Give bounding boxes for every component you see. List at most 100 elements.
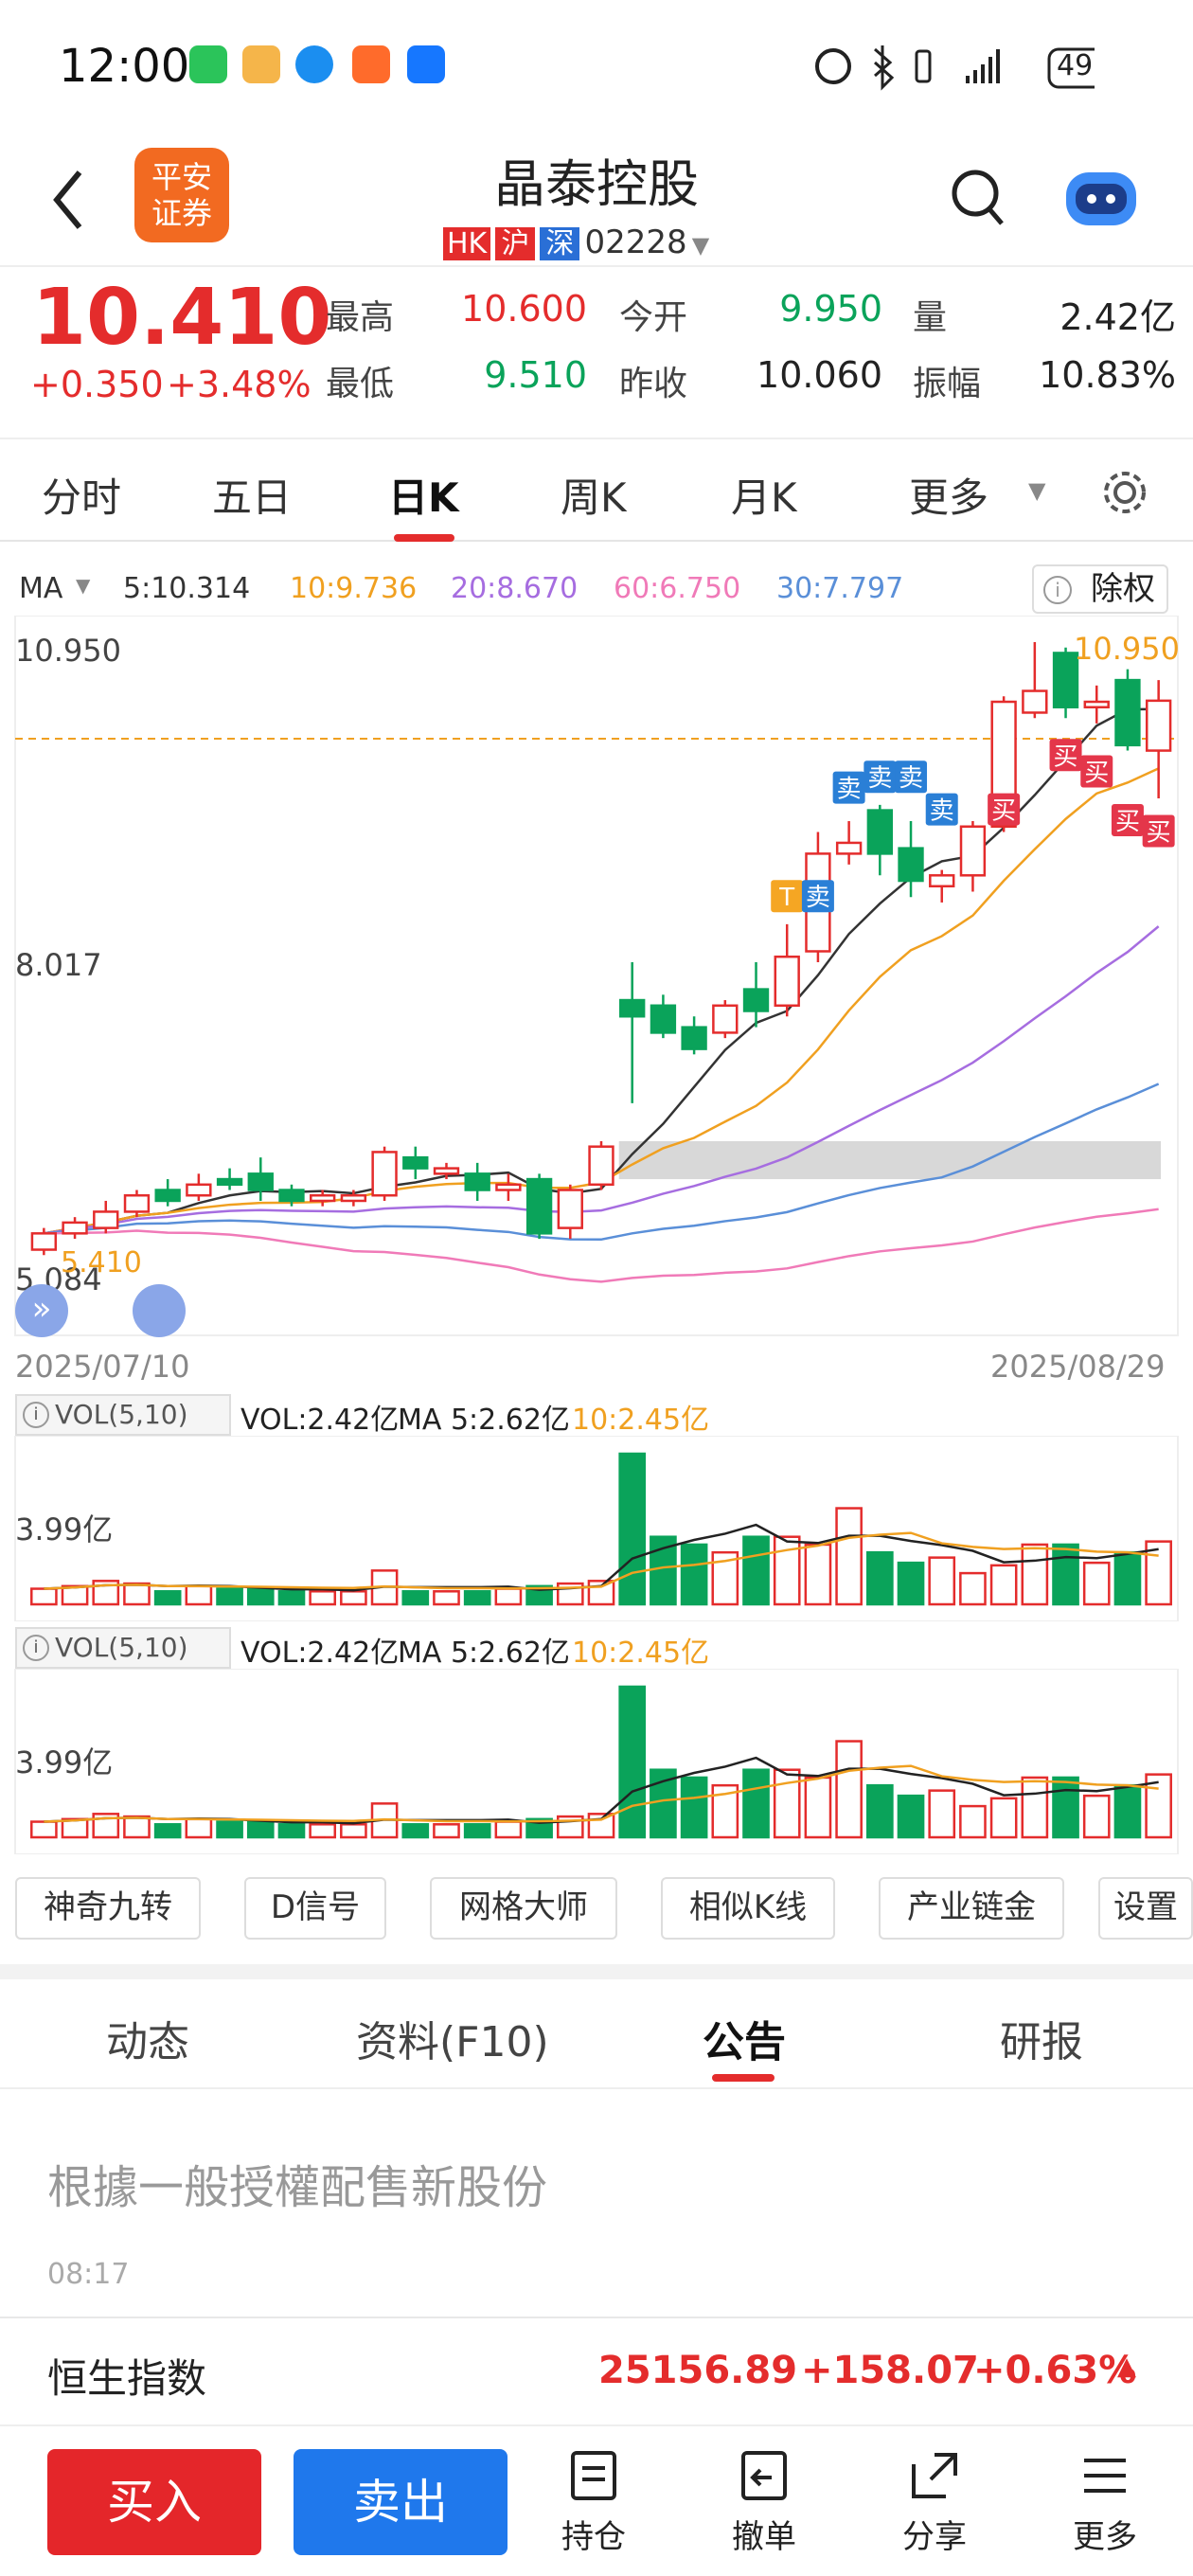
sell-button[interactable]: 卖出 [294, 2449, 507, 2555]
buy-signal: 买 [1142, 814, 1175, 848]
candlestick-chart[interactable]: T 卖卖卖卖卖 买买买买买 [0, 616, 1193, 1345]
volume-bar [989, 1564, 1018, 1606]
search-icon[interactable] [949, 167, 1007, 229]
app-icon [242, 45, 280, 83]
volume-bar [494, 1587, 523, 1606]
volume-bar [309, 1823, 337, 1839]
volume-bar [30, 1587, 58, 1606]
active-tab-indicator [712, 2074, 775, 2082]
candle [30, 1232, 58, 1251]
candle [278, 1189, 305, 1203]
tab-weekly-k[interactable]: 周K [561, 474, 627, 521]
chart-frame [14, 616, 1179, 1336]
index-ticker[interactable]: 恒生指数 25156.89 +158.07 +0.63% ▲ [0, 2317, 1193, 2424]
candle [742, 988, 770, 1012]
badge-hk: HK [443, 227, 491, 260]
chevron-down-icon: ▼ [1028, 477, 1046, 504]
announcement-item[interactable]: 根據一般授權配售新股份 08:17 [0, 2112, 1193, 2301]
volume-bar [1052, 1776, 1079, 1839]
volume-bar [773, 1535, 801, 1606]
tab-profile[interactable]: 资料(F10) [356, 2018, 549, 2066]
buy-button[interactable]: 买入 [47, 2449, 261, 2555]
tab-daily-k[interactable]: 日K [388, 474, 459, 521]
volume-bar [216, 1820, 243, 1839]
volume-bar [277, 1823, 306, 1839]
volume-bar [525, 1817, 553, 1839]
tool-button[interactable]: 产业链金 [879, 1877, 1064, 1940]
ex-rights-button[interactable]: i 除权 [1032, 564, 1168, 614]
candle [712, 1004, 739, 1034]
tab-five-day[interactable]: 五日 [212, 474, 293, 521]
tab-announcements[interactable]: 公告 [703, 2018, 786, 2066]
tab-research[interactable]: 研报 [1000, 2018, 1083, 2066]
ma-selector[interactable]: MA [19, 572, 63, 605]
settings-button[interactable]: 设置 [1098, 1877, 1193, 1940]
document-icon [571, 2451, 616, 2500]
cancel-order-button[interactable]: 撤单 [712, 2449, 816, 2557]
volume-bar [804, 1776, 832, 1839]
volume-indicator-selector-2[interactable]: i VOL(5,10) [15, 1627, 231, 1669]
tab-more[interactable]: 更多 [909, 474, 989, 521]
volume-bar [1021, 1776, 1049, 1839]
info-icon: i [1043, 576, 1072, 604]
candle [340, 1193, 367, 1203]
candle [1083, 700, 1110, 708]
volume-bar [680, 1776, 708, 1839]
volume-frame [14, 1669, 1179, 1854]
stock-name: 晶泰控股 [494, 154, 699, 214]
volume-bar [401, 1823, 430, 1839]
volume-bar [463, 1590, 491, 1606]
signal-badge [1111, 804, 1144, 837]
volume-ma10-line [44, 1764, 1159, 1823]
holdings-button[interactable]: 持仓 [542, 2449, 646, 2557]
volume-bar [494, 1820, 523, 1839]
volume-bar [897, 1561, 925, 1606]
volume-bar [30, 1820, 58, 1839]
signal-text: T [778, 884, 794, 912]
share-button[interactable]: 分享 [882, 2449, 987, 2557]
tool-button[interactable]: 网格大师 [430, 1877, 617, 1940]
ma20-line [44, 925, 1160, 1235]
volume-bar [1145, 1773, 1172, 1839]
volume-bar [246, 1820, 275, 1839]
vol-ma5: MA 5:2.62亿 [398, 1404, 570, 1437]
volume-bar [153, 1823, 182, 1839]
sell-signal: 卖 [832, 771, 865, 804]
fullscreen-icon[interactable] [133, 1284, 186, 1337]
t-signal: T [771, 880, 804, 913]
index-change: +158.07 [801, 2349, 979, 2392]
chevron-down-icon[interactable]: ▼ [691, 232, 710, 259]
back-icon[interactable] [49, 167, 87, 233]
candle [774, 955, 800, 1008]
tab-intraday[interactable]: 分时 [42, 474, 122, 521]
sell-signal: 卖 [801, 880, 834, 913]
volume-label: 量 [913, 298, 948, 337]
badge-sh: 沪 [495, 227, 536, 260]
gear-icon[interactable] [1100, 468, 1149, 517]
signal-text: 买 [1115, 808, 1140, 836]
open-label: 今开 [619, 298, 688, 337]
candle [464, 1172, 490, 1191]
tab-monthly-k[interactable]: 月K [731, 474, 797, 521]
robot-assistant-icon[interactable] [1059, 159, 1144, 235]
candle [959, 825, 987, 877]
expand-left-icon[interactable]: » [15, 1284, 68, 1337]
menu-icon [1084, 2459, 1126, 2493]
info-icon: i [23, 1402, 49, 1428]
volume-bar [742, 1768, 770, 1839]
tool-button[interactable]: 相似K线 [661, 1877, 835, 1940]
volume-indicator-selector[interactable]: i VOL(5,10) [15, 1394, 231, 1436]
more-button[interactable]: 更多 [1053, 2449, 1157, 2557]
tool-button[interactable]: D信号 [244, 1877, 386, 1940]
volume-bar [463, 1823, 491, 1839]
volume-bar [1082, 1794, 1111, 1839]
candle [619, 998, 646, 1018]
stock-code: 02228 [584, 224, 687, 261]
tab-news[interactable]: 动态 [106, 2018, 189, 2066]
candle [898, 847, 924, 883]
tool-button[interactable]: 神奇九转 [15, 1877, 201, 1940]
ma10-value: 10:9.736 [290, 572, 418, 605]
signal-badge [895, 760, 928, 794]
prev-close-value: 10.060 [757, 354, 882, 396]
volume-bar [123, 1582, 151, 1606]
